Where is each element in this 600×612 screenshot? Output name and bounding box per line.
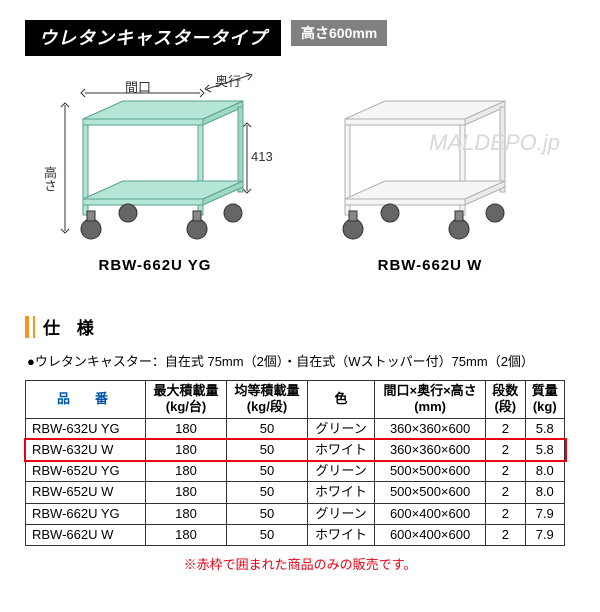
col-dims-l1: 間口×奥行×高さ [384,383,477,398]
col-max-load: 最大積載量(kg/台) [146,381,227,419]
avg-cell: 50 [226,503,307,524]
dim-shelf-height: 413 [251,149,273,164]
col-mass-l1: 質量 [532,383,558,398]
col-dims: 間口×奥行×高さ(mm) [375,381,486,419]
dim-width-label: 間口 [125,77,151,96]
diagram-area: 間口 奥行 高さ 413 [25,71,575,274]
mass-cell: 7.9 [525,503,564,524]
col-avg-load-l1: 均等積載量 [234,383,299,398]
tiers-cell: 2 [486,524,525,545]
col-max-load-l1: 最大積載量 [153,383,218,398]
mass-cell: 8.0 [525,461,564,482]
dims-cell: 600×400×600 [375,503,486,524]
tiers-cell: 2 [486,461,525,482]
max-cell: 180 [146,524,227,545]
max-cell: 180 [146,482,227,503]
spec-table-wrap: 品 番 最大積載量(kg/台) 均等積載量(kg/段) 色 間口×奥行×高さ(m… [25,380,575,546]
table-row: RBW-662U YG18050グリーン600×400×60027.9 [26,503,565,524]
col-model: 品 番 [26,381,146,419]
max-cell: 180 [146,461,227,482]
tiers-cell: 2 [486,482,525,503]
caster-note: ●ウレタンキャスター：自在式 75mm（2個）・自在式（Wストッパー付）75mm… [27,351,575,370]
col-dims-l2: (mm) [414,399,446,414]
color-cell: グリーン [307,418,374,439]
mass-cell: 7.9 [525,524,564,545]
diagram-right: RBW-662U W [315,71,545,274]
col-mass: 質量(kg) [525,381,564,419]
model-label-left: RBW-662U YG [25,257,285,274]
avg-cell: 50 [226,439,307,460]
max-cell: 180 [146,418,227,439]
height-badge: 高さ600mm [291,20,387,46]
mass-cell: 5.8 [525,439,564,460]
color-cell: ホワイト [307,524,374,545]
model-cell: RBW-652U YG [26,461,146,482]
col-tiers: 段数(段) [486,381,525,419]
spec-table: 品 番 最大積載量(kg/台) 均等積載量(kg/段) 色 間口×奥行×高さ(m… [25,380,565,546]
table-row: RBW-652U YG18050グリーン500×500×60028.0 [26,461,565,482]
table-row: RBW-662U W18050ホワイト600×400×60027.9 [26,524,565,545]
avg-cell: 50 [226,482,307,503]
table-row: RBW-632U W18050ホワイト360×360×60025.8 [26,439,565,460]
col-max-load-l2: (kg/台) [166,399,206,414]
product-type-title: ウレタンキャスタータイプ [25,20,281,56]
spec-title-text: 仕 様 [43,314,100,339]
col-avg-load: 均等積載量(kg/段) [226,381,307,419]
dims-cell: 600×400×600 [375,524,486,545]
color-cell: グリーン [307,461,374,482]
model-cell: RBW-632U YG [26,418,146,439]
model-label-right: RBW-662U W [315,257,545,274]
dims-cell: 360×360×600 [375,418,486,439]
dims-cell: 360×360×600 [375,439,486,460]
cart-right-svg [315,71,545,251]
col-mass-l2: (kg) [533,399,557,414]
dim-depth-label: 奥行 [215,71,241,90]
mass-cell: 8.0 [525,482,564,503]
tiers-cell: 2 [486,439,525,460]
col-avg-load-l2: (kg/段) [247,399,287,414]
dims-cell: 500×500×600 [375,461,486,482]
model-cell: RBW-652U W [26,482,146,503]
max-cell: 180 [146,439,227,460]
orange-bar-icon [25,316,35,338]
col-color: 色 [307,381,374,419]
color-cell: ホワイト [307,482,374,503]
dim-height-label: 高さ [40,166,59,192]
tiers-cell: 2 [486,418,525,439]
model-cell: RBW-662U W [26,524,146,545]
dims-cell: 500×500×600 [375,482,486,503]
table-row: RBW-652U W18050ホワイト500×500×60028.0 [26,482,565,503]
model-cell: RBW-662U YG [26,503,146,524]
table-row: RBW-632U YG18050グリーン360×360×60025.8 [26,418,565,439]
diagram-left: 間口 奥行 高さ 413 [25,71,285,274]
avg-cell: 50 [226,524,307,545]
cart-left-svg [25,71,285,251]
col-tiers-l2: (段) [494,399,516,414]
color-cell: グリーン [307,503,374,524]
model-cell: RBW-632U W [26,439,146,460]
mass-cell: 5.8 [525,418,564,439]
col-tiers-l1: 段数 [492,383,518,398]
avg-cell: 50 [226,418,307,439]
tiers-cell: 2 [486,503,525,524]
avg-cell: 50 [226,461,307,482]
color-cell: ホワイト [307,439,374,460]
spec-section-title: 仕 様 [25,314,575,339]
max-cell: 180 [146,503,227,524]
footnote: ※赤枠で囲まれた商品のみの販売です。 [25,554,575,573]
